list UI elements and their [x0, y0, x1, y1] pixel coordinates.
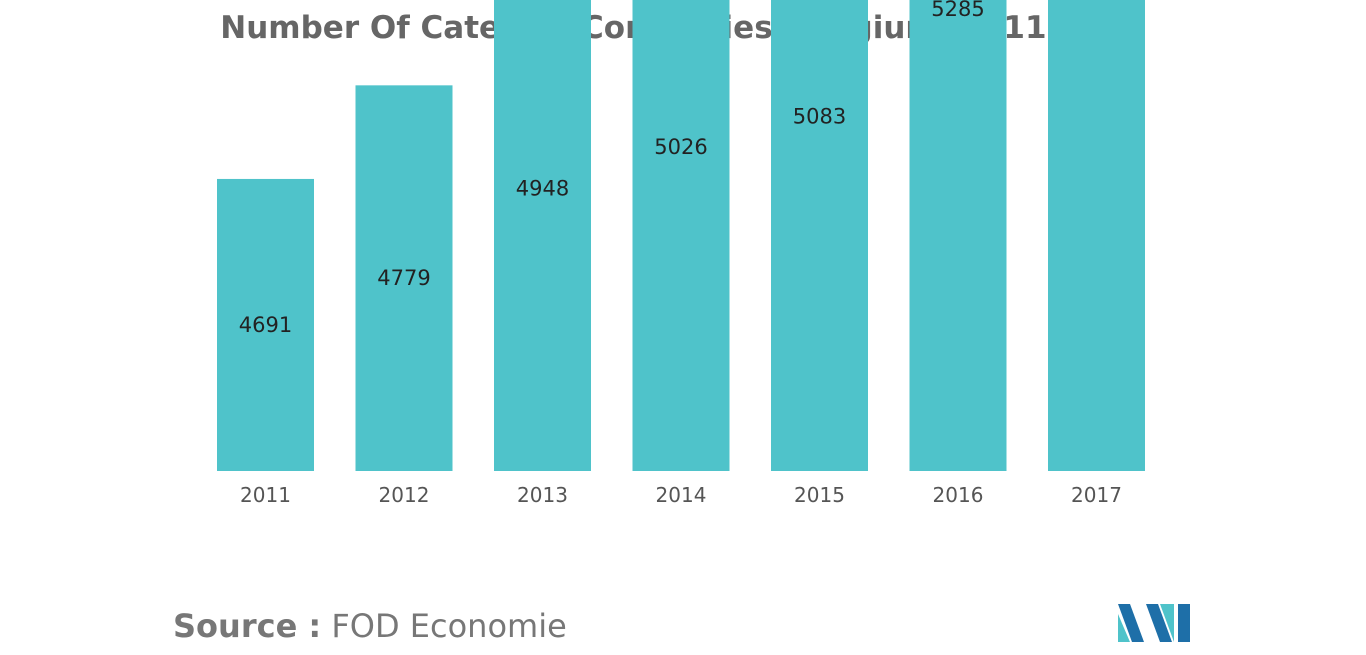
bar-2011 [217, 178, 314, 472]
x-tick-2015: 2015 [794, 483, 845, 507]
value-label-2015: 5083 [793, 104, 846, 128]
bar-2014 [632, 0, 730, 471]
source-label: Source : [173, 607, 322, 645]
bar-2012 [355, 85, 453, 472]
logo-shape-left [1118, 604, 1144, 642]
value-label-2014: 5026 [654, 135, 707, 159]
source-value: FOD Economie [331, 607, 567, 645]
x-axis-tick-labels: 2011 2012 2013 2014 2015 2016 2017 [240, 483, 1122, 507]
source-line: Source : FOD Economie [173, 607, 567, 645]
bars-group [217, 0, 1145, 472]
bar-2013 [494, 0, 591, 471]
bar-2015 [771, 0, 868, 472]
bar-2016 [909, 0, 1007, 471]
value-labels-group: 4691477949485026508352855595 [239, 0, 985, 337]
x-tick-2017: 2017 [1071, 483, 1122, 507]
logo-shape-right-a [1160, 604, 1174, 642]
logo-shape-mid [1118, 614, 1130, 642]
value-label-2012: 4779 [377, 266, 430, 290]
value-label-2011: 4691 [239, 313, 292, 337]
bar-chart: 4691477949485026508352855595 20112012201… [217, 0, 1145, 507]
mordor-intelligence-logo-icon [1118, 604, 1190, 642]
x-tick-2012: 2012 [379, 483, 430, 507]
x-tick-2011: 2011 [240, 483, 291, 507]
value-label-2016: 5285 [931, 0, 984, 21]
x-tick-2016: 2016 [933, 483, 984, 507]
value-label-2013: 4948 [516, 176, 569, 200]
logo-shape-center [1146, 604, 1172, 642]
x-tick-2014: 2014 [656, 483, 707, 507]
bar-2017 [1048, 0, 1145, 471]
logo-shape-right-b [1178, 604, 1190, 642]
x-tick-2013: 2013 [517, 483, 568, 507]
